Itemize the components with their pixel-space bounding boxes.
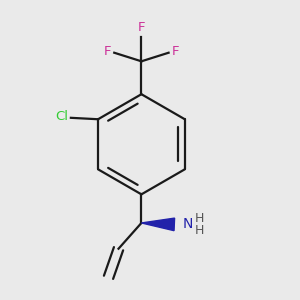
Text: H: H: [195, 212, 205, 225]
Text: Cl: Cl: [55, 110, 68, 123]
Text: F: F: [138, 21, 145, 34]
Polygon shape: [141, 218, 175, 231]
Text: N: N: [182, 218, 193, 231]
Text: H: H: [195, 224, 205, 237]
Text: F: F: [172, 45, 179, 58]
Text: F: F: [103, 45, 111, 58]
